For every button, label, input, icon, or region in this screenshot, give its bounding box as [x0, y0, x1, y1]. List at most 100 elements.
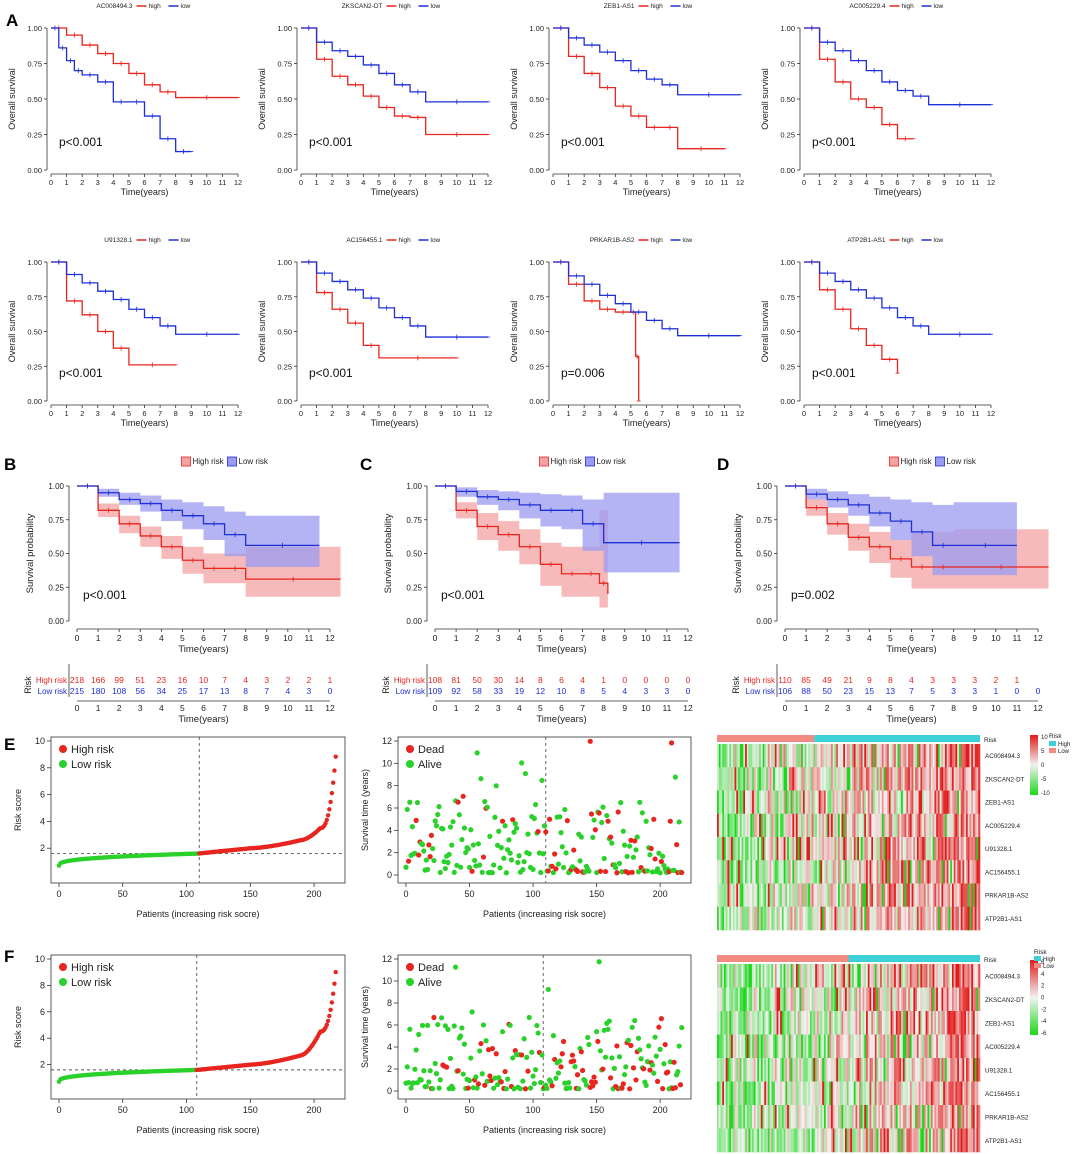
heatmap-cell — [822, 1034, 825, 1059]
heatmap-cell — [755, 767, 758, 791]
heatmap-cell — [899, 883, 902, 908]
heatmap-cell — [895, 767, 898, 791]
heatmap-cell — [769, 987, 772, 1012]
heatmap-cell — [827, 906, 830, 931]
heatmap-cell — [832, 906, 835, 931]
heatmap-cell — [797, 837, 800, 861]
heatmap-cell — [901, 1081, 904, 1106]
heatmap-cell — [829, 767, 832, 791]
heatmap-cell — [899, 767, 902, 791]
heatmap-cell — [876, 1011, 879, 1035]
legend-label-high: high — [902, 3, 915, 10]
heatmap-cell — [883, 1081, 886, 1106]
heatmap-cell — [939, 860, 942, 884]
heatmap-cell — [971, 767, 974, 791]
heatmap-cell — [888, 964, 891, 988]
x-axis-title: Time(years) — [371, 418, 419, 428]
heatmap-cell — [923, 1011, 926, 1035]
heatmap-cell — [964, 1034, 967, 1059]
heatmap-cell — [927, 1058, 930, 1082]
risk-count: 106 — [778, 686, 792, 696]
heatmap-cell — [911, 964, 914, 988]
heatmap-cell — [834, 813, 837, 838]
heatmap-cell — [818, 1058, 821, 1082]
heatmap-cell — [927, 883, 930, 908]
km-curve-low — [553, 27, 740, 96]
heatmap-cell — [888, 883, 891, 908]
survival-point — [498, 1079, 504, 1085]
heatmap-cell — [883, 860, 886, 884]
heatmap-cell — [717, 837, 720, 861]
heatmap-cell — [724, 1128, 727, 1153]
heatmap-cell — [727, 860, 730, 884]
heatmap-cell — [827, 837, 830, 861]
heatmap-cell — [808, 767, 811, 791]
heatmap-cell — [930, 1105, 933, 1129]
heatmap-cell — [953, 1105, 956, 1129]
confidence-band-high — [77, 486, 341, 597]
heatmap-cell — [930, 813, 933, 838]
heatmap-cell — [866, 1011, 869, 1035]
heatmap-cell — [874, 964, 877, 988]
legend-swatch-low — [227, 456, 237, 467]
x-tick-label: 12 — [484, 409, 492, 418]
risk-point — [333, 969, 338, 975]
survival-point — [620, 828, 626, 834]
survival-point — [618, 800, 624, 806]
heatmap-cell — [804, 837, 807, 861]
heatmap-row-label: PRKAR1B-AS2 — [985, 893, 1029, 900]
x-tick-label: 1 — [314, 409, 318, 418]
heatmap-cell — [962, 1081, 965, 1106]
heatmap-cell — [822, 1058, 825, 1082]
heatmap-cell — [776, 1058, 779, 1082]
heatmap-cell — [746, 1128, 749, 1153]
heatmap-cell — [755, 1081, 758, 1106]
heatmap-cell — [766, 883, 769, 908]
heatmap-cell — [771, 1105, 774, 1129]
heatmap-cell — [866, 987, 869, 1012]
heatmap-cell — [727, 883, 730, 908]
risk-legend-label-high: High — [1043, 957, 1055, 963]
heatmap-cell — [778, 1081, 781, 1106]
heatmap-cell — [976, 744, 979, 768]
heatmap-cell — [771, 860, 774, 884]
heatmap-cell — [958, 790, 962, 815]
heatmap-cell — [729, 813, 732, 838]
heatmap-cell — [911, 767, 914, 791]
heatmap-cell — [960, 813, 963, 838]
heatmap-cell — [908, 987, 911, 1012]
heatmap-cell — [739, 1081, 742, 1106]
survival-point — [520, 1078, 526, 1084]
heatmap-cell — [880, 906, 883, 931]
heatmap-cell — [915, 883, 918, 908]
heatmap-cell — [811, 1034, 814, 1059]
y-tick-label: 1.00 — [529, 24, 544, 33]
heatmap-cell — [930, 790, 933, 815]
heatmap-cell — [816, 964, 819, 988]
heatmap-cell — [864, 837, 867, 861]
heatmap-cell — [738, 837, 741, 861]
x-tick-label: 150 — [589, 1105, 604, 1115]
heatmap-cell — [725, 906, 728, 931]
y-tick-label: 8 — [40, 763, 45, 773]
heatmap-cell — [953, 744, 956, 768]
heatmap-cell — [788, 1128, 791, 1153]
survival-point — [614, 870, 620, 876]
heatmap-cell — [766, 1034, 769, 1059]
x-tick-label: 6 — [909, 633, 914, 643]
survival-point — [461, 1041, 468, 1047]
heatmap-cell — [748, 1011, 751, 1035]
survival-point — [480, 1022, 487, 1028]
heatmap-cell — [802, 767, 805, 791]
y-axis-title: Survival probability — [25, 513, 36, 593]
survival-point — [431, 1014, 437, 1021]
heatmap-cell — [958, 767, 962, 791]
heatmap-cell — [887, 906, 890, 931]
heatmap-cell — [916, 1011, 919, 1035]
heatmap-cell — [937, 1058, 940, 1082]
heatmap-cell — [887, 1058, 890, 1082]
heatmap-cell — [750, 767, 753, 791]
heatmap-cell — [897, 1058, 900, 1082]
survival-point — [615, 809, 621, 815]
heatmap-cell — [962, 813, 965, 838]
